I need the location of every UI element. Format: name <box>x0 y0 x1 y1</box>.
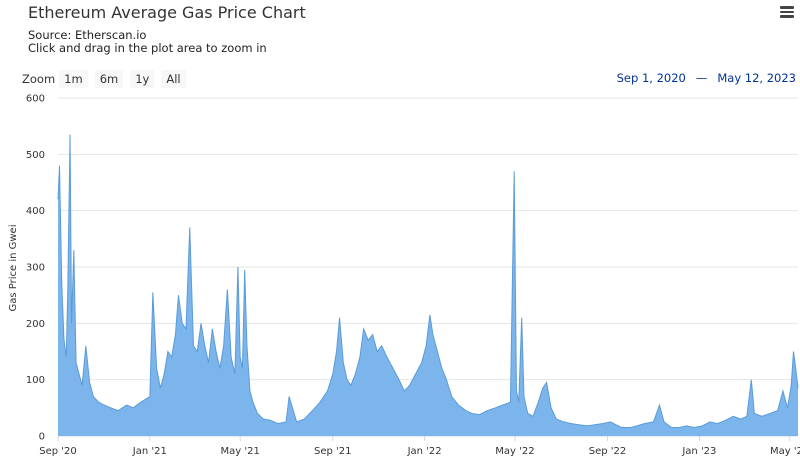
x-tick-label: Sep '21 <box>314 446 352 457</box>
y-tick-label: 0 <box>39 432 45 443</box>
hamburger-menu-icon[interactable] <box>780 6 794 18</box>
y-tick-label: 600 <box>26 94 45 105</box>
y-tick-label: 300 <box>26 263 45 274</box>
menu-line <box>780 15 794 18</box>
x-tick-label: Sep '22 <box>589 446 627 457</box>
chart-source: Source: Etherscan.io <box>28 28 147 42</box>
x-tick-label: Jan '22 <box>407 446 442 457</box>
date-range: Sep 1, 2020 — May 12, 2023 <box>617 71 796 85</box>
gas-price-area <box>58 134 798 436</box>
x-tick-label: Sep '20 <box>39 446 77 457</box>
zoom-bar: Zoom 1m 6m 1y All <box>22 70 193 88</box>
x-tick-label: Jan '21 <box>132 446 167 457</box>
y-tick-label: 200 <box>26 319 45 330</box>
chart-hint: Click and drag in the plot area to zoom … <box>28 41 267 55</box>
range-to[interactable]: May 12, 2023 <box>717 71 796 85</box>
x-tick-label: Jan '23 <box>681 446 716 457</box>
y-tick-label: 500 <box>26 150 45 161</box>
area-series <box>57 134 799 436</box>
zoom-button-all[interactable]: All <box>161 70 186 88</box>
zoom-button-1y[interactable]: 1y <box>130 70 155 88</box>
menu-line <box>780 6 794 9</box>
menu-line <box>780 10 794 14</box>
zoom-button-6m[interactable]: 6m <box>94 70 124 88</box>
y-tick-label: 400 <box>26 206 45 217</box>
x-tick-labels: Sep '20 Jan '21 May '21 Sep '21 Jan '22 May '… <box>39 436 800 457</box>
zoom-button-1m[interactable]: 1m <box>59 70 88 88</box>
chart-title: Ethereum Average Gas Price Chart <box>28 3 306 22</box>
y-tick-labels: 0 100 200 300 400 500 600 <box>26 94 45 443</box>
x-tick-label: May '21 <box>221 446 260 457</box>
y-axis-label: Gas Price in Gwei <box>8 225 19 312</box>
range-from[interactable]: Sep 1, 2020 <box>616 71 686 85</box>
range-separator: — <box>695 71 708 85</box>
gas-price-line <box>57 134 799 429</box>
y-tick-label: 100 <box>26 375 45 386</box>
x-tick-label: May '23 <box>770 446 800 457</box>
zoom-label: Zoom <box>22 72 56 86</box>
x-tick-label: May '22 <box>495 446 534 457</box>
